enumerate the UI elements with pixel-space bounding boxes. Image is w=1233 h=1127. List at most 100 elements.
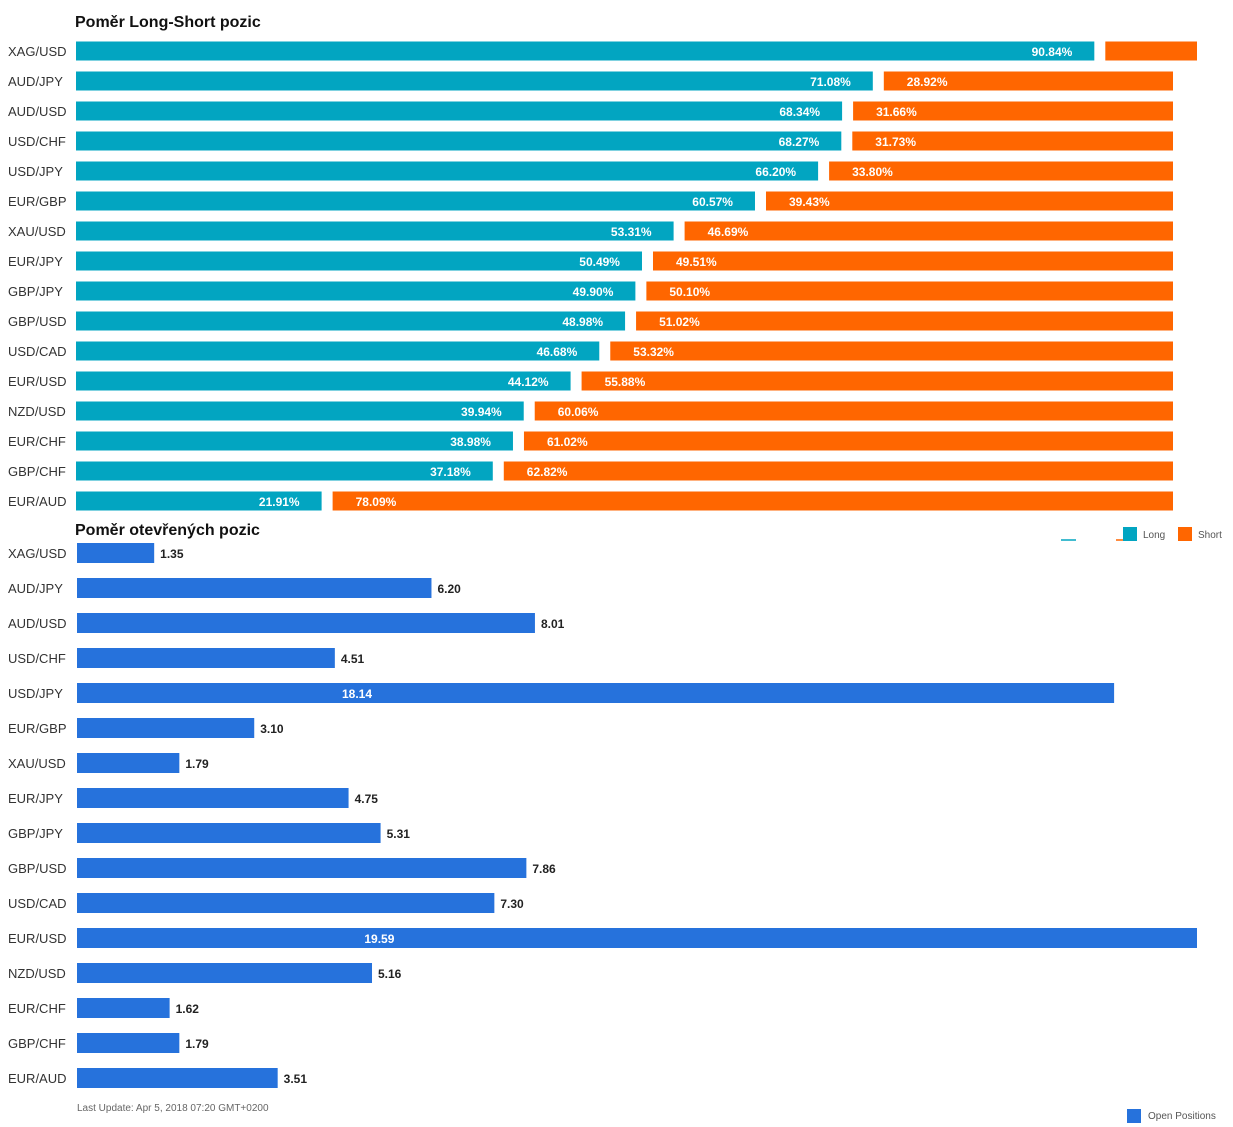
op-value-gbp-chf: 1.79 (185, 1037, 209, 1051)
ls-short-bar-eur-usd (581, 371, 1173, 391)
ls-short-value-xau-usd: 46.69% (708, 225, 749, 239)
ls-long-value-eur-usd: 44.12% (508, 375, 549, 389)
ls-long-bar-eur-chf (76, 431, 513, 451)
ls-long-bar-gbp-usd (76, 311, 626, 331)
ls-short-value-usd-chf: 31.73% (875, 135, 916, 149)
op-category-label-gbp-jpy: GBP/JPY (8, 826, 63, 841)
ls-long-value-usd-chf: 68.27% (779, 135, 820, 149)
ls-short-bar-aud-usd (853, 101, 1173, 121)
op-value-eur-aud: 3.51 (284, 1072, 308, 1086)
ls-long-bar-usd-jpy (76, 161, 819, 181)
ls-short-value-eur-usd: 55.88% (605, 375, 646, 389)
ls-category-label-eur-aud: EUR/AUD (8, 494, 67, 509)
op-bar-gbp-usd (77, 858, 527, 878)
ls-long-value-aud-jpy: 71.08% (810, 75, 851, 89)
op-value-nzd-usd: 5.16 (378, 967, 402, 981)
op-bar-aud-usd (77, 613, 535, 633)
op-bar-usd-jpy (77, 683, 1115, 703)
ls-long-value-eur-chf: 38.98% (450, 435, 491, 449)
ls-long-value-aud-usd: 68.34% (779, 105, 820, 119)
ls-category-label-xau-usd: XAU/USD (8, 224, 66, 239)
ls-long-value-gbp-usd: 48.98% (562, 315, 603, 329)
ls-long-value-gbp-chf: 37.18% (430, 465, 471, 479)
ls-long-bar-xag-usd (76, 41, 1095, 61)
op-value-xag-usd: 1.35 (160, 547, 184, 561)
op-value-eur-gbp: 3.10 (260, 722, 284, 736)
op-bar-xau-usd (77, 753, 180, 773)
ls-category-label-gbp-usd: GBP/USD (8, 314, 67, 329)
ls-short-value-eur-gbp: 39.43% (789, 195, 830, 209)
ls-short-value-usd-jpy: 33.80% (852, 165, 893, 179)
ls-category-label-gbp-jpy: GBP/JPY (8, 284, 63, 299)
op-bar-eur-jpy (77, 788, 349, 808)
ls-category-label-usd-cad: USD/CAD (8, 344, 67, 359)
op-category-label-nzd-usd: NZD/USD (8, 966, 66, 981)
ls-long-bar-aud-usd (76, 101, 843, 121)
ls-long-bar-eur-aud (76, 491, 322, 511)
op-bar-eur-chf (77, 998, 170, 1018)
op-category-label-gbp-usd: GBP/USD (8, 861, 67, 876)
op-category-label-eur-jpy: EUR/JPY (8, 791, 63, 806)
ls-long-value-eur-gbp: 60.57% (692, 195, 733, 209)
ls-category-label-nzd-usd: NZD/USD (8, 404, 66, 419)
op-value-aud-jpy: 6.20 (437, 582, 461, 596)
ls-long-value-usd-jpy: 66.20% (755, 165, 796, 179)
op-category-label-eur-aud: EUR/AUD (8, 1071, 67, 1086)
ls-category-label-eur-usd: EUR/USD (8, 374, 67, 389)
open-positions-chart: XAG/USD 1.35 AUD/JPY 6.20 AUD/USD 8.01 USD/CHF… (8, 543, 1197, 1088)
open-positions-legend: Open Positions (1127, 1109, 1216, 1123)
ls-short-bar-xag-usd (1105, 41, 1197, 61)
ls-short-value-gbp-jpy: 50.10% (669, 285, 710, 299)
op-category-label-usd-jpy: USD/JPY (8, 686, 63, 701)
ls-short-value-eur-aud: 78.09% (356, 495, 397, 509)
ls-short-value-gbp-chf: 62.82% (527, 465, 568, 479)
ls-short-bar-gbp-usd (636, 311, 1173, 331)
ls-category-label-aud-jpy: AUD/JPY (8, 74, 63, 89)
ls-long-value-nzd-usd: 39.94% (461, 405, 502, 419)
ls-category-label-aud-usd: AUD/USD (8, 104, 67, 119)
op-bar-aud-jpy (77, 578, 432, 598)
ls-long-value-usd-cad: 46.68% (537, 345, 578, 359)
op-value-usd-cad: 7.30 (500, 897, 524, 911)
ls-short-bar-eur-aud (332, 491, 1174, 511)
op-value-eur-usd: 19.59 (364, 932, 394, 946)
op-value-eur-jpy: 4.75 (355, 792, 379, 806)
ls-long-value-gbp-jpy: 49.90% (573, 285, 614, 299)
ls-category-label-xag-usd: XAG/USD (8, 44, 67, 59)
ls-long-bar-aud-jpy (76, 71, 873, 91)
ls-short-value-nzd-usd: 60.06% (558, 405, 599, 419)
ls-long-bar-eur-usd (76, 371, 571, 391)
ls-long-bar-usd-cad (76, 341, 600, 361)
legend-short-swatch (1178, 527, 1192, 541)
ls-category-label-eur-gbp: EUR/GBP (8, 194, 67, 209)
ls-short-bar-gbp-chf (503, 461, 1173, 481)
op-bar-gbp-jpy (77, 823, 381, 843)
op-category-label-usd-cad: USD/CAD (8, 896, 67, 911)
op-category-label-eur-gbp: EUR/GBP (8, 721, 67, 736)
ls-long-bar-nzd-usd (76, 401, 524, 421)
ls-category-label-usd-jpy: USD/JPY (8, 164, 63, 179)
ls-long-bar-eur-gbp (76, 191, 755, 211)
ls-category-label-eur-chf: EUR/CHF (8, 434, 66, 449)
op-bar-gbp-chf (77, 1033, 180, 1053)
ls-long-bar-gbp-chf (76, 461, 493, 481)
op-category-label-usd-chf: USD/CHF (8, 651, 66, 666)
ls-long-value-eur-jpy: 50.49% (579, 255, 620, 269)
ls-long-bar-gbp-jpy (76, 281, 636, 301)
op-bar-nzd-usd (77, 963, 373, 983)
ls-short-bar-usd-cad (610, 341, 1173, 361)
ls-category-label-usd-chf: USD/CHF (8, 134, 66, 149)
ls-short-bar-usd-chf (852, 131, 1173, 151)
ls-category-label-eur-jpy: EUR/JPY (8, 254, 63, 269)
op-bar-usd-chf (77, 648, 335, 668)
legend-short-label: Short (1198, 530, 1222, 541)
op-bar-eur-aud (77, 1068, 278, 1088)
last-update: Last Update: Apr 5, 2018 07:20 GMT+0200 (77, 1103, 269, 1114)
ls-short-bar-aud-jpy (883, 71, 1173, 91)
legend-long-swatch (1123, 527, 1137, 541)
op-value-eur-chf: 1.62 (176, 1002, 200, 1016)
ls-short-value-aud-usd: 31.66% (876, 105, 917, 119)
ls-category-label-gbp-chf: GBP/CHF (8, 464, 66, 479)
ls-short-bar-eur-gbp (765, 191, 1173, 211)
